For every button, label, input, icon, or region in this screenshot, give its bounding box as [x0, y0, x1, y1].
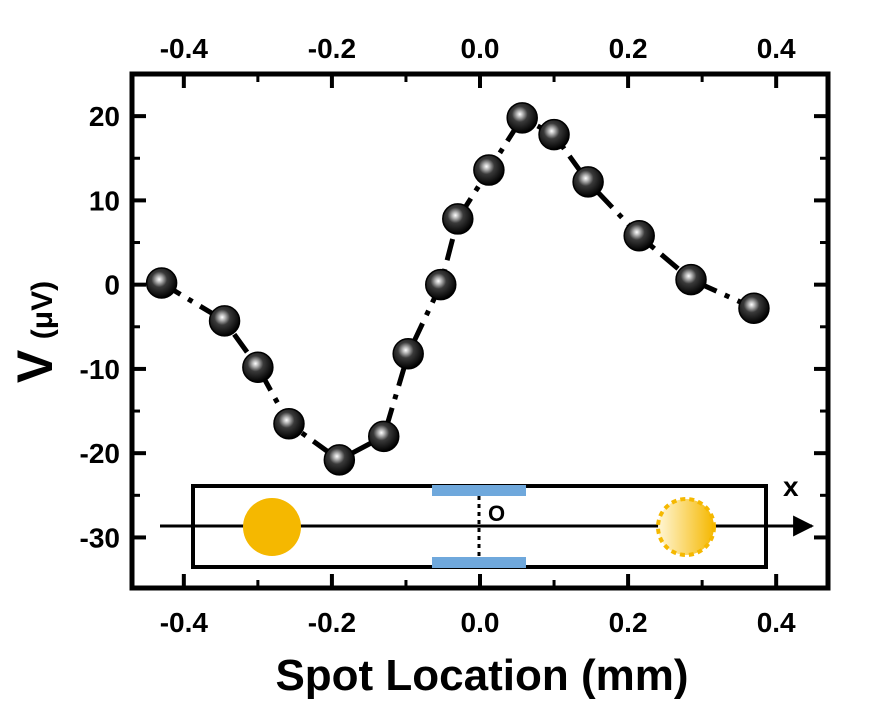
x-tick-label-top: -0.4	[160, 33, 209, 64]
y-tick-label: 10	[89, 185, 120, 216]
inset-electrode-top	[432, 485, 526, 496]
axis-ticks	[132, 74, 828, 588]
data-point	[208, 305, 241, 337]
y-axis-title: V (μV)	[7, 281, 63, 383]
y-tick-label: -20	[80, 438, 120, 469]
inset-spot-faded	[656, 497, 716, 557]
x-tick-label-bottom: -0.2	[308, 607, 356, 638]
x-tick-label-top: 0.0	[461, 33, 500, 64]
x-tick-label-bottom: 0.4	[757, 607, 796, 638]
x-tick-label-bottom: 0.0	[461, 607, 500, 638]
x-tick-labels-bottom: -0.4 -0.2 0.0 0.2 0.4	[160, 607, 796, 638]
data-point	[442, 203, 474, 235]
inset-electrode-bottom	[432, 557, 526, 568]
x-tick-label-bottom: 0.2	[609, 607, 648, 638]
y-tick-label: -10	[80, 354, 120, 385]
data-point	[538, 118, 570, 151]
data-point	[242, 351, 274, 383]
y-axis-title-unit: (μV)	[26, 281, 59, 339]
data-point	[572, 166, 604, 198]
data-point	[473, 154, 505, 186]
data-point	[623, 220, 655, 252]
y-tick-label: 0	[104, 270, 120, 301]
y-axis-title-main: V	[7, 349, 63, 383]
data-point	[506, 102, 538, 134]
inset-schematic: O x	[160, 471, 815, 569]
x-tick-label-top: -0.2	[308, 33, 356, 64]
inset-spot-solid	[243, 498, 301, 556]
data-point	[323, 444, 356, 476]
series-line	[160, 114, 756, 463]
data-point	[675, 263, 707, 296]
data-point	[367, 420, 400, 453]
data-point	[392, 338, 424, 370]
x-tick-labels-top: -0.4 -0.2 0.0 0.2 0.4	[160, 33, 796, 64]
data-points	[145, 102, 770, 476]
svg-text:V (μV): V (μV)	[7, 281, 63, 383]
y-tick-labels: 20 10 0 -10 -20 -30	[80, 101, 120, 553]
x-tick-label-top: 0.4	[757, 33, 796, 64]
x-tick-label-bottom: -0.4	[160, 607, 209, 638]
x-tick-label-top: 0.2	[609, 33, 648, 64]
inset-axis-letter: x	[783, 471, 799, 502]
data-point	[273, 407, 305, 440]
data-point	[145, 267, 178, 299]
y-tick-label: 20	[89, 101, 120, 132]
data-point	[738, 292, 770, 324]
y-tick-label: -30	[80, 522, 120, 553]
inset-origin-label: O	[488, 501, 505, 526]
data-point	[425, 268, 457, 301]
x-axis-title: Spot Location (mm)	[275, 651, 688, 700]
